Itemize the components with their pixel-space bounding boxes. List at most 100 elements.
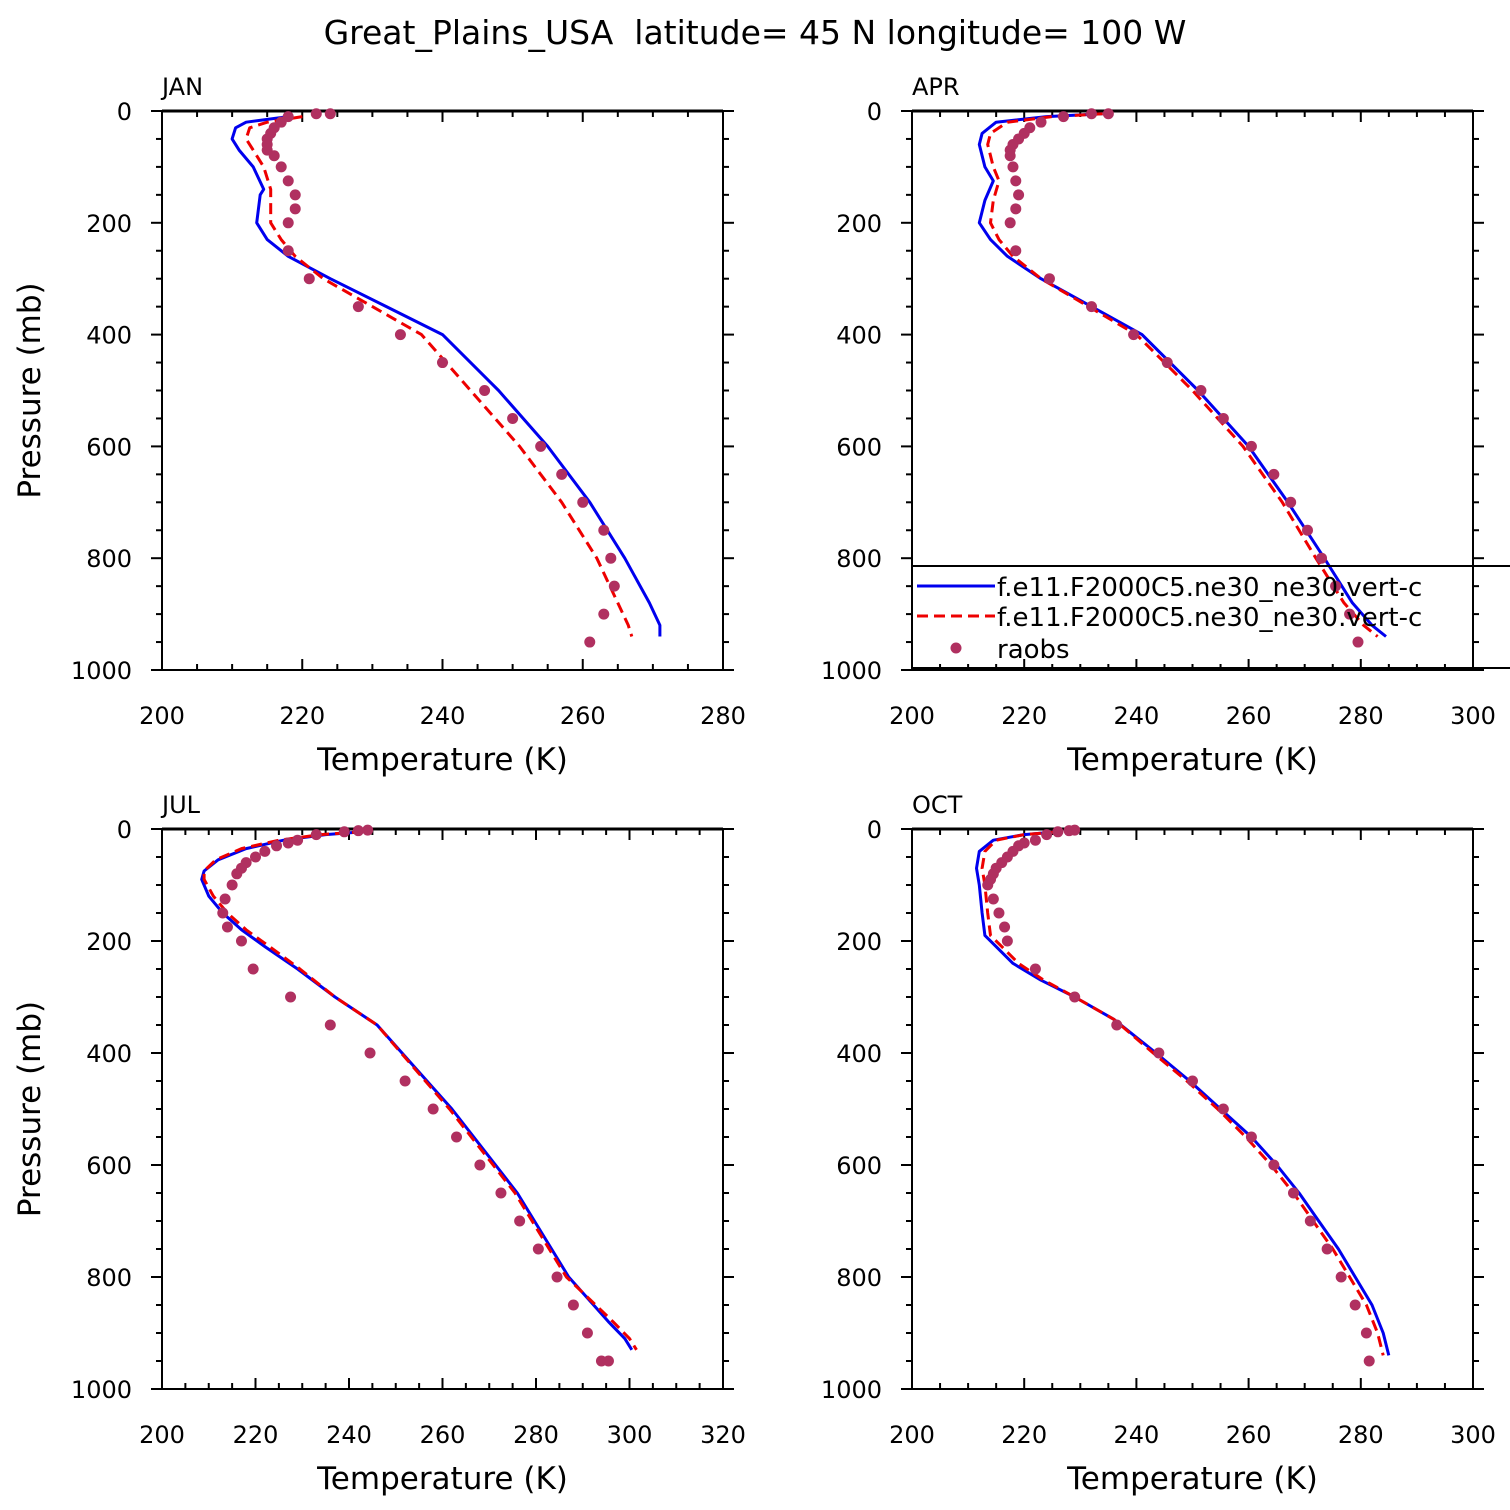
- jan-xtick-label: 220: [279, 702, 325, 730]
- oct-raobs-point: [1052, 826, 1064, 838]
- jul-raobs-point: [567, 1299, 579, 1311]
- oct-raobs-point: [1245, 1131, 1257, 1143]
- oct-panel-title: OCT: [912, 791, 963, 819]
- jul-raobs-point: [495, 1187, 507, 1199]
- jan-ytick-label: 800: [86, 545, 132, 573]
- apr-raobs-point: [1010, 245, 1022, 257]
- jan-raobs-point: [282, 245, 294, 257]
- oct-raobs-point: [1041, 829, 1053, 841]
- oct-xtick-label: 280: [1338, 1421, 1384, 1449]
- jan-model-b-line: [244, 115, 634, 637]
- apr-raobs-point: [1344, 608, 1356, 620]
- apr-xtick-label: 220: [1001, 702, 1047, 730]
- jul-raobs-point: [282, 837, 294, 849]
- apr-raobs-point: [1161, 357, 1173, 369]
- jan-raobs-point: [282, 217, 294, 229]
- jul-raobs-point: [474, 1159, 486, 1171]
- jan-raobs-point: [310, 108, 322, 120]
- jul-xtick-label: 220: [233, 1421, 279, 1449]
- jul-raobs-point: [221, 921, 233, 933]
- legend-entry-model-b: f.e11.F2000C5.ne30_ne30.vert-c: [997, 603, 1422, 633]
- apr-raobs-point: [1245, 440, 1257, 452]
- jul-raobs-point: [451, 1131, 463, 1143]
- apr-raobs-point: [1043, 273, 1055, 285]
- jul-ytick-label: 400: [86, 1040, 132, 1068]
- jul-ytick-label: 200: [86, 928, 132, 956]
- jan-ytick-label: 1000: [71, 657, 132, 685]
- jul-xtick-label: 240: [326, 1421, 372, 1449]
- oct-raobs-point: [1321, 1243, 1333, 1255]
- apr-raobs-point: [1010, 203, 1022, 215]
- oct-ytick-label: 600: [836, 1152, 882, 1180]
- oct-ytick-label: 0: [867, 816, 882, 844]
- apr-raobs-point: [1013, 189, 1025, 201]
- jul-raobs-point: [235, 935, 247, 947]
- jan-raobs-point: [437, 357, 448, 369]
- oct-raobs-point: [1153, 1047, 1165, 1059]
- jan-ytick-label: 600: [86, 433, 132, 461]
- apr-ytick-label: 0: [867, 98, 882, 126]
- legend-entry-raobs: raobs: [997, 635, 1070, 665]
- jul-raobs-point: [352, 825, 364, 837]
- oct-raobs-point: [1069, 991, 1081, 1003]
- jan-x-axis-label: Temperature (K): [316, 742, 568, 778]
- oct-raobs-point: [1268, 1159, 1280, 1171]
- jan-raobs-point: [289, 189, 301, 201]
- jan-raobs-point: [303, 273, 315, 285]
- jan-ytick-label: 400: [86, 322, 132, 350]
- apr-raobs-point: [1128, 329, 1140, 341]
- apr-ytick-label: 1000: [821, 657, 882, 685]
- jan-raobs-point: [479, 385, 491, 396]
- apr-raobs-point: [1352, 636, 1364, 648]
- oct-xtick-label: 260: [1226, 1421, 1272, 1449]
- jan-raobs-point: [275, 161, 287, 173]
- apr-raobs-point: [1086, 108, 1098, 120]
- oct-raobs-point: [1063, 825, 1075, 837]
- apr-raobs-point: [1010, 175, 1022, 187]
- jan-raobs-point: [324, 108, 336, 120]
- jul-ytick-label: 800: [86, 1264, 132, 1292]
- oct-ytick-label: 400: [836, 1040, 882, 1068]
- apr-raobs-point: [1195, 385, 1207, 396]
- oct-raobs-point: [1029, 834, 1041, 846]
- apr-raobs-point: [1007, 161, 1019, 173]
- oct-model-a-line: [975, 830, 1391, 1356]
- oct-xtick-label: 240: [1113, 1421, 1159, 1449]
- apr-raobs-point: [1217, 412, 1229, 424]
- apr-xtick-label: 280: [1338, 702, 1384, 730]
- jan-model-a-line: [230, 115, 662, 637]
- jul-raobs-point: [362, 824, 374, 836]
- apr-raobs-point: [1316, 552, 1328, 564]
- apr-xtick-label: 240: [1113, 702, 1159, 730]
- oct-xtick-label: 200: [889, 1421, 935, 1449]
- apr-ytick-label: 600: [836, 433, 882, 461]
- jan-xtick-label: 200: [139, 702, 185, 730]
- figure-title: Great_Plains_USA latitude= 45 N longitud…: [324, 13, 1187, 52]
- oct-raobs-point: [987, 893, 999, 905]
- oct-model-b-line: [980, 830, 1385, 1356]
- oct-xtick-label: 220: [1001, 1421, 1047, 1449]
- panel-oct: 200 220 240 260 280 300 0 200 400 600 800 1000 OCT Te…: [821, 791, 1496, 1497]
- jul-raobs-point: [551, 1271, 563, 1283]
- jul-raobs-point: [247, 963, 259, 975]
- jul-raobs-point: [285, 991, 297, 1003]
- apr-raobs-point: [1004, 150, 1016, 162]
- jan-raobs-point: [584, 636, 596, 648]
- apr-ytick-label: 200: [836, 210, 882, 238]
- apr-raobs-point: [1268, 468, 1280, 480]
- oct-raobs-point: [1217, 1103, 1229, 1115]
- jan-y-axis-label: Pressure (mb): [12, 282, 48, 498]
- apr-xtick-label: 300: [1450, 702, 1496, 730]
- apr-raobs-point: [1004, 217, 1016, 229]
- jan-raobs-point: [282, 175, 294, 187]
- legend-swatch-raobs: [950, 642, 962, 654]
- oct-x-axis-label: Temperature (K): [1066, 1461, 1318, 1497]
- jul-xtick-label: 280: [513, 1421, 559, 1449]
- jan-raobs-point: [394, 329, 406, 341]
- jul-raobs-point: [226, 879, 238, 891]
- oct-raobs-point: [1029, 963, 1041, 975]
- jan-raobs-point: [577, 496, 589, 508]
- panel-jan: 200 220 240 260 280 0 200 400 600 800 1000 JAN Tempe…: [12, 73, 746, 778]
- jan-xtick-label: 260: [560, 702, 606, 730]
- jul-y-axis-label: Pressure (mb): [12, 1001, 48, 1217]
